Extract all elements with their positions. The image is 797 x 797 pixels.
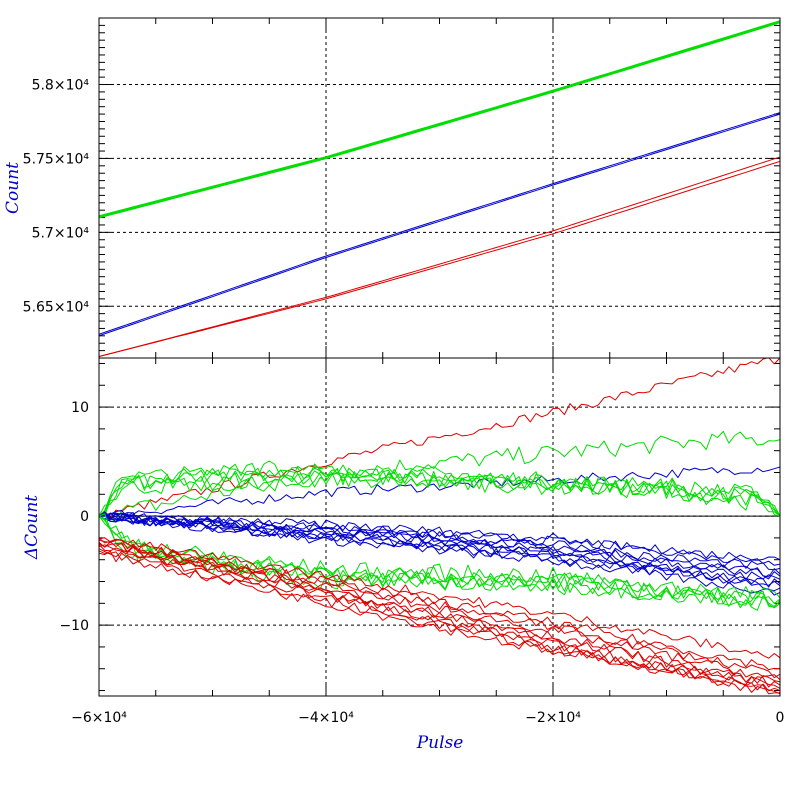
bottom-y-tick-label: 0 xyxy=(80,509,89,525)
bottom-y-axis-title: ΔCount xyxy=(22,495,42,560)
bottom-series-line-blue xyxy=(99,512,780,588)
bottom-series-line-red xyxy=(99,550,780,684)
bottom-series-line-blue xyxy=(99,466,780,521)
bottom-series-line-blue xyxy=(99,512,780,580)
top-grid xyxy=(99,18,780,358)
top-y-tick-label: 5.75×10⁴ xyxy=(23,151,90,167)
bottom-series-line-blue xyxy=(99,514,780,596)
x-axis-title: Pulse xyxy=(416,733,464,753)
top-series-line-green xyxy=(99,21,780,219)
bottom-series-line-green xyxy=(99,467,780,517)
bottom-series-line-red xyxy=(99,537,780,679)
top-y-tick-label: 5.8×10⁴ xyxy=(32,78,90,94)
bottom-series-line-blue xyxy=(99,512,780,566)
x-tick-label: 0 xyxy=(776,710,785,726)
bottom-y-tick-label: 10 xyxy=(71,400,89,416)
bottom-series-line-red xyxy=(99,539,780,671)
top-frame xyxy=(98,17,781,359)
bottom-series-line-green xyxy=(99,460,780,517)
top-ticks xyxy=(98,17,781,359)
bottom-panel: −10 0 10 −6×10⁴ −4×10⁴ −2×10⁴ 0 ΔCount Pulse xyxy=(22,357,784,753)
top-series-line-red xyxy=(99,156,780,357)
bottom-series-line-green xyxy=(99,513,780,608)
bottom-series-line-red xyxy=(99,358,780,519)
bottom-series-line-red xyxy=(99,544,780,688)
top-series xyxy=(99,20,780,357)
x-tick-label: −4×10⁴ xyxy=(298,710,354,726)
x-tick-label: −2×10⁴ xyxy=(525,710,581,726)
top-y-axis-title: Count xyxy=(3,162,23,214)
bottom-series xyxy=(99,358,780,695)
top-series-line-blue xyxy=(99,113,780,337)
top-panel: 5.65×10⁴ 5.7×10⁴ 5.75×10⁴ 5.8×10⁴ Count xyxy=(3,17,781,359)
x-tick-labels: −6×10⁴ −4×10⁴ −2×10⁴ 0 xyxy=(71,710,784,726)
top-series-line-green xyxy=(99,20,780,217)
bottom-series-line-red xyxy=(99,544,780,695)
bottom-series-line-green xyxy=(99,515,780,606)
bottom-series-line-red xyxy=(99,550,780,695)
bottom-series-line-green xyxy=(99,468,780,517)
bottom-series-line-green xyxy=(99,430,780,522)
bottom-ticks xyxy=(98,358,781,696)
x-tick-label: −6×10⁴ xyxy=(71,710,127,726)
top-y-tick-labels: 5.65×10⁴ 5.7×10⁴ 5.75×10⁴ 5.8×10⁴ xyxy=(23,78,90,316)
top-y-tick-label: 5.7×10⁴ xyxy=(32,225,90,241)
bottom-frame xyxy=(98,357,781,697)
top-y-tick-label: 5.65×10⁴ xyxy=(23,299,90,315)
bottom-y-tick-labels: −10 0 10 xyxy=(59,400,89,634)
bottom-series-line-green xyxy=(99,464,780,517)
top-series-line-red xyxy=(99,160,780,357)
top-series-line-blue xyxy=(99,112,780,335)
bottom-y-tick-label: −10 xyxy=(59,618,89,634)
